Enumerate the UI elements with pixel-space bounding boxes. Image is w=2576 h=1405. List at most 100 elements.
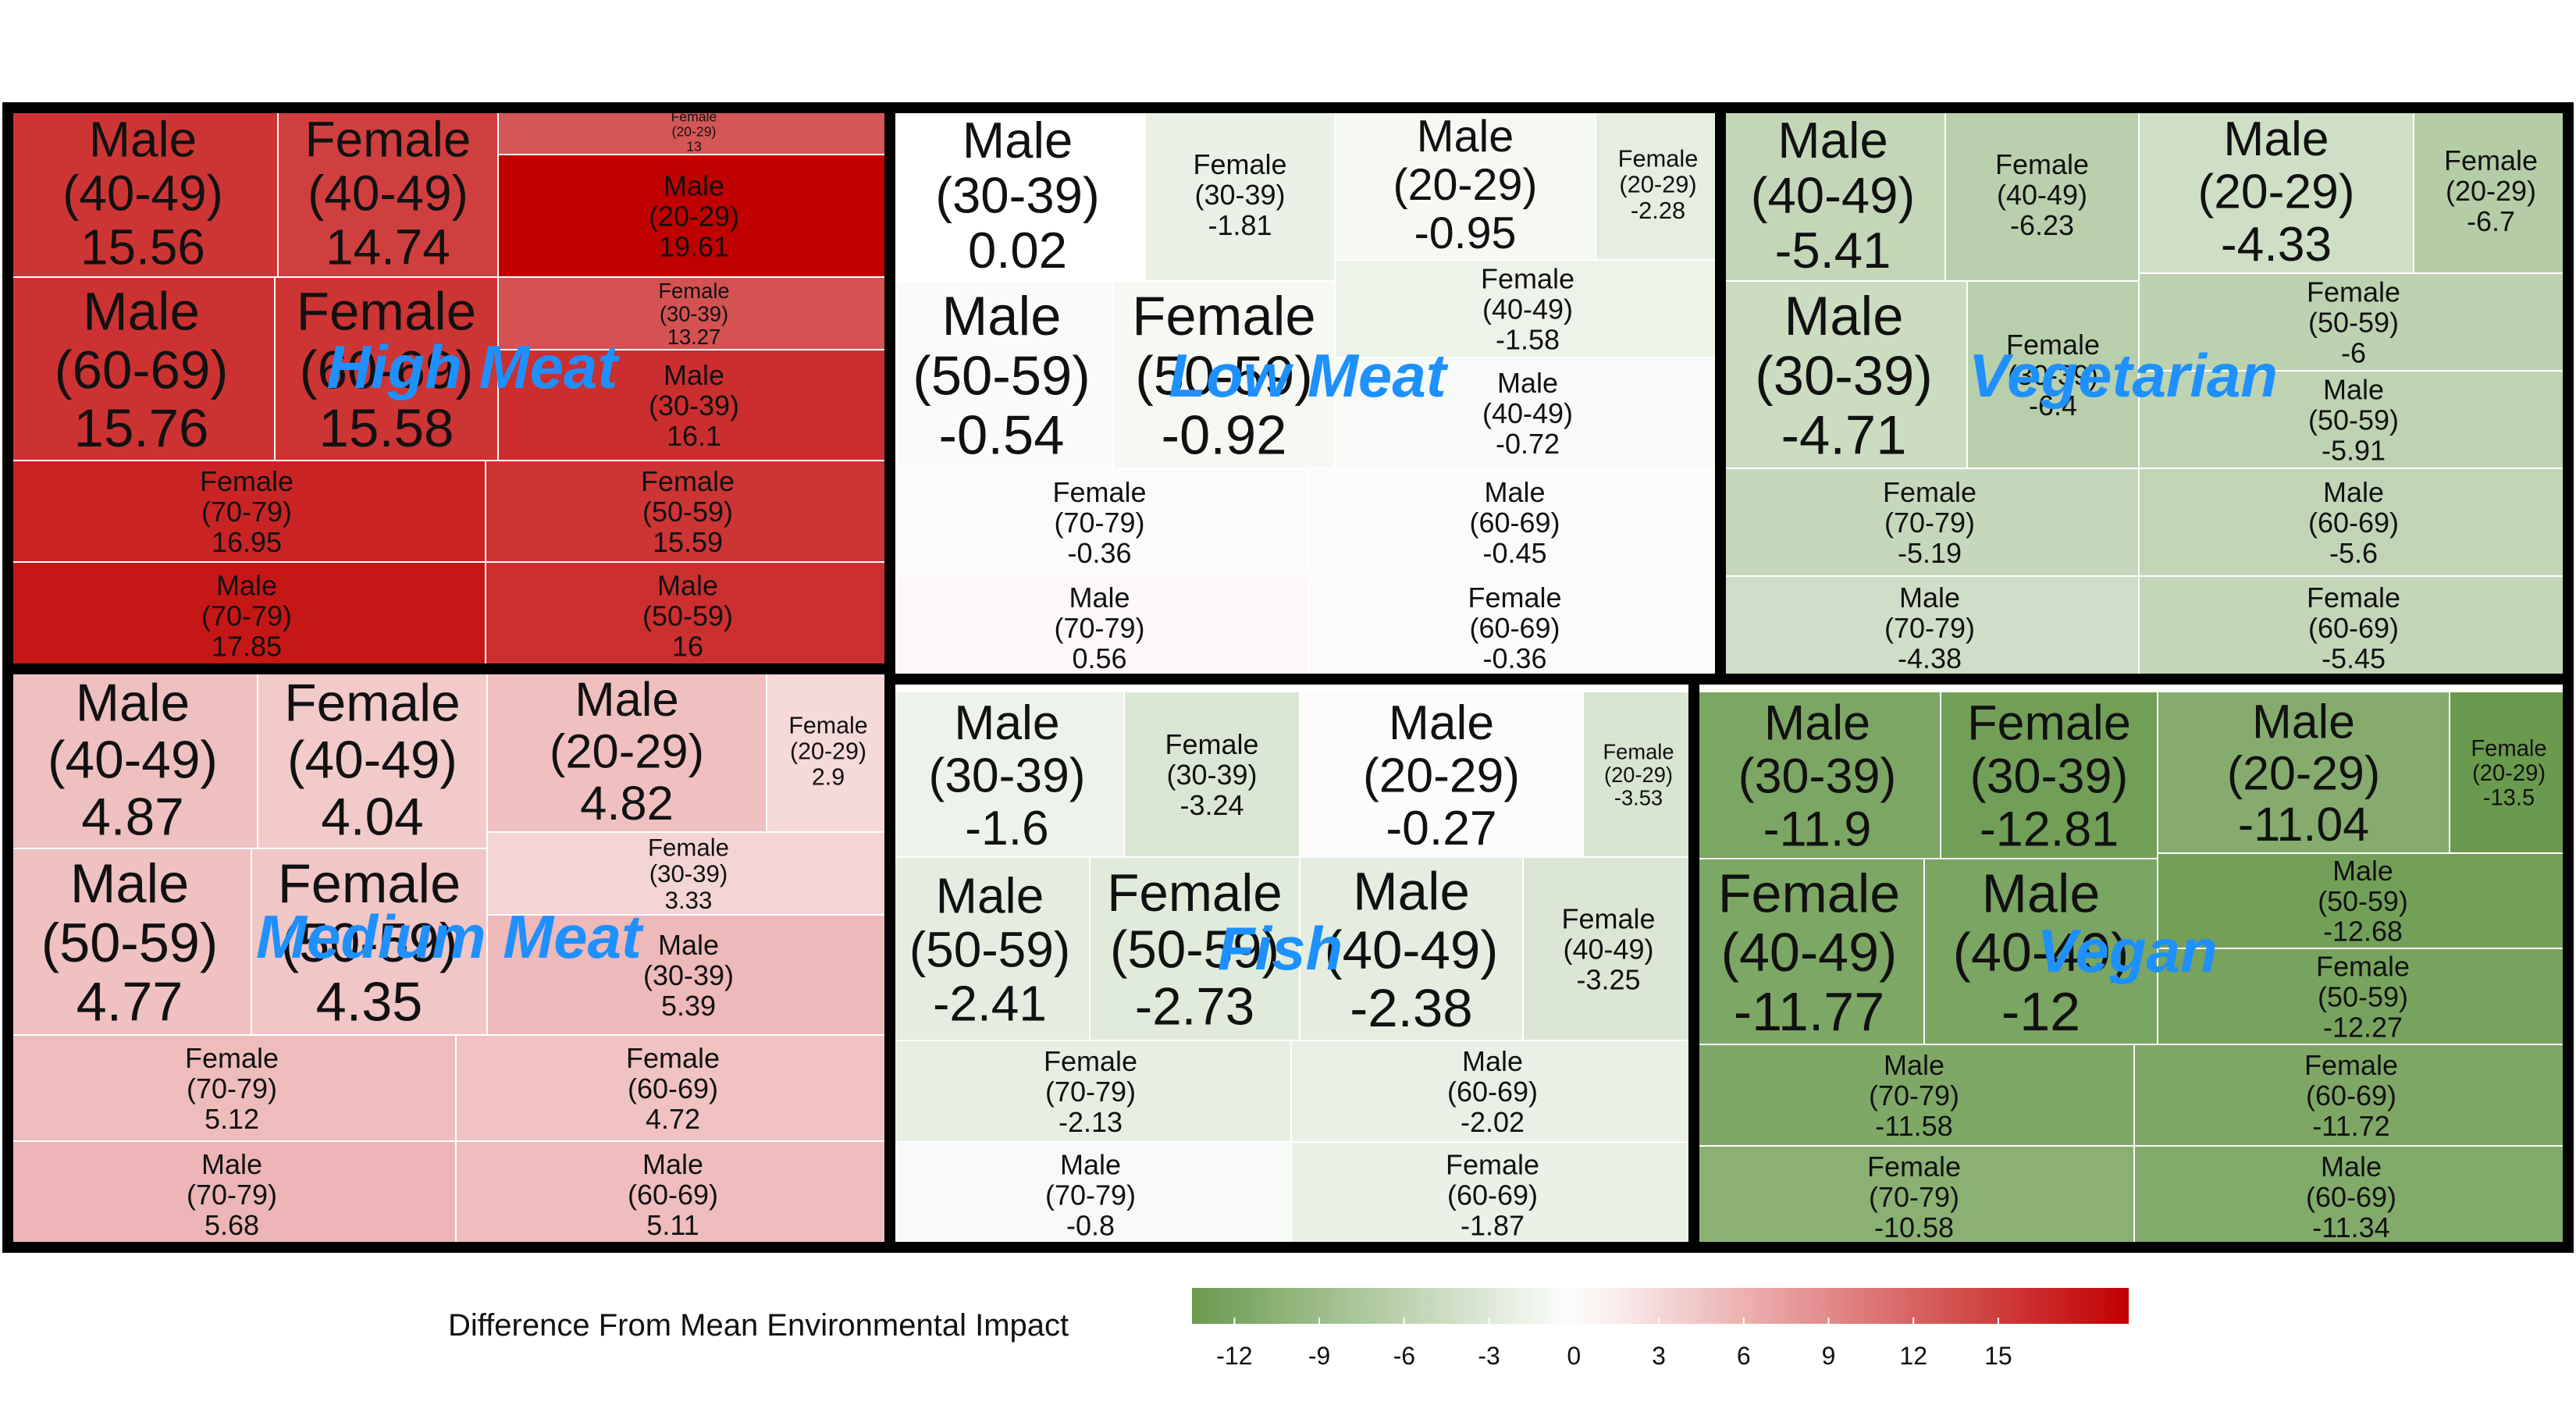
tile-male-20-29[interactable] xyxy=(2157,691,2450,854)
tile-female-20-29[interactable] xyxy=(766,668,891,833)
legend-color-bar xyxy=(1192,1288,2129,1324)
tile-male-50-59[interactable] xyxy=(485,561,891,670)
tile-label: Male xyxy=(954,696,1059,750)
tile-male-70-79[interactable] xyxy=(1693,1044,2135,1147)
tile-male-40-49[interactable] xyxy=(1720,107,1946,282)
tile-female-50-59[interactable] xyxy=(2157,948,2569,1045)
tile-label: (20-29) xyxy=(1604,763,1673,787)
tile-female-50-59[interactable] xyxy=(485,460,891,563)
tile-label: Female xyxy=(1481,263,1574,295)
tile-label: Male xyxy=(83,281,200,342)
tile-male-30-39[interactable] xyxy=(1720,280,1968,469)
tile-female-70-79[interactable] xyxy=(889,468,1310,577)
tile-label: (40-49) xyxy=(1563,933,1653,965)
tile-label: Male xyxy=(1417,112,1514,162)
tile-label: (50-59) xyxy=(642,496,733,528)
tile-male-40-49[interactable] xyxy=(1334,357,1721,469)
tile-male-70-79[interactable] xyxy=(7,561,486,670)
tile-female-30-39[interactable] xyxy=(1123,691,1300,858)
legend-tick-label: -12 xyxy=(1216,1342,1252,1370)
tile-label: 15.58 xyxy=(319,397,454,458)
tile-female-60-69[interactable] xyxy=(455,1034,891,1142)
tile-female-30-39[interactable] xyxy=(1966,280,2140,469)
tile-male-70-79[interactable] xyxy=(1720,575,2140,680)
tile-label: -5.6 xyxy=(2329,537,2378,569)
tile-label: Female xyxy=(2006,329,2100,361)
tile-female-60-69[interactable] xyxy=(2133,1044,2569,1147)
tile-label: Female xyxy=(1193,148,1286,180)
tile-male-30-39[interactable] xyxy=(486,914,891,1036)
tile-female-30-39[interactable] xyxy=(1144,107,1336,282)
tile-male-50-59[interactable] xyxy=(889,856,1091,1041)
tile-label: Female xyxy=(658,279,729,303)
tile-label: (70-79) xyxy=(1054,612,1144,644)
tile-female-60-69[interactable] xyxy=(1290,1141,1695,1248)
tile-male-30-39[interactable] xyxy=(889,691,1125,858)
tile-female-40-49[interactable] xyxy=(1334,259,1721,358)
tile-label: -5.19 xyxy=(1898,537,1962,569)
tile-label: Female xyxy=(1718,863,1900,924)
group-vegan: Male(30-39)-11.9Female(30-39)-12.81Male(… xyxy=(1688,674,2574,1253)
tile-female-70-79[interactable] xyxy=(889,1040,1292,1143)
tile-label: (50-59) xyxy=(909,922,1070,978)
tile-label: (20-29) xyxy=(1363,749,1520,802)
tile-label: Male xyxy=(1784,285,1903,347)
tile-male-40-49[interactable] xyxy=(1923,858,2158,1045)
tile-label: (40-49) xyxy=(1482,293,1573,325)
tile-label: (50-59) xyxy=(1135,344,1313,406)
tile-female-70-79[interactable] xyxy=(1693,1145,2135,1248)
tile-female-60-69[interactable] xyxy=(2138,575,2569,680)
tile-label: 5.68 xyxy=(205,1209,259,1241)
legend-tick-label: -3 xyxy=(1478,1342,1500,1370)
tile-male-40-49[interactable] xyxy=(7,668,258,849)
tile-label: (30-39) xyxy=(643,959,734,991)
tile-female-60-69[interactable] xyxy=(274,276,499,461)
tile-male-60-69[interactable] xyxy=(7,276,276,461)
tile-female-50-59[interactable] xyxy=(1089,856,1300,1041)
tile-male-30-39[interactable] xyxy=(1693,691,1941,859)
tile-label: Male xyxy=(89,112,197,168)
tile-female-70-79[interactable] xyxy=(7,1034,457,1142)
tile-male-30-39[interactable] xyxy=(889,107,1146,282)
tile-label: -3.25 xyxy=(1576,963,1640,995)
tile-female-20-29[interactable] xyxy=(1582,691,1695,858)
tile-female-50-59[interactable] xyxy=(251,848,488,1036)
tile-male-20-29[interactable] xyxy=(1334,107,1596,261)
tile-male-50-59[interactable] xyxy=(7,848,252,1036)
tile-label: Male xyxy=(575,673,678,727)
tile-label: -4.71 xyxy=(1781,404,1907,466)
tile-label: -1.81 xyxy=(1208,209,1272,241)
tile-female-50-59[interactable] xyxy=(2138,272,2569,372)
tile-label: 5.11 xyxy=(646,1209,699,1241)
tile-female-20-29[interactable] xyxy=(2413,107,2569,274)
tile-label: -0.45 xyxy=(1482,537,1546,569)
tile-male-60-69[interactable] xyxy=(2133,1145,2569,1248)
tile-label: -13.5 xyxy=(2483,786,2535,811)
tile-label: -1.87 xyxy=(1461,1209,1525,1241)
tile-male-20-29[interactable] xyxy=(486,668,767,833)
tile-male-60-69[interactable] xyxy=(2138,468,2569,577)
tile-male-30-39[interactable] xyxy=(497,349,891,461)
tile-male-20-29[interactable] xyxy=(497,154,891,278)
tile-female-20-29[interactable] xyxy=(2449,691,2569,854)
tile-label: Female xyxy=(1883,476,1976,508)
tile-male-70-79[interactable] xyxy=(889,575,1310,680)
tile-male-50-59[interactable] xyxy=(889,280,1114,469)
tile-female-40-49[interactable] xyxy=(1944,107,2140,282)
tile-female-30-39[interactable] xyxy=(497,276,891,350)
tile-female-50-59[interactable] xyxy=(1112,280,1336,469)
tile-label: 4.87 xyxy=(81,788,184,846)
tile-male-20-29[interactable] xyxy=(2138,107,2414,274)
tile-label: Female xyxy=(1107,864,1282,923)
tile-male-60-69[interactable] xyxy=(1308,468,1721,577)
tile-label: -6.23 xyxy=(2010,209,2074,241)
tile-female-70-79[interactable] xyxy=(1720,468,2140,577)
tile-label: -11.58 xyxy=(1875,1110,1952,1142)
legend-tick-label: 15 xyxy=(1984,1342,2012,1370)
tile-male-20-29[interactable] xyxy=(1299,691,1584,858)
tile-label: (60-69) xyxy=(55,339,229,400)
tile-label: (40-49) xyxy=(287,731,457,789)
tile-male-50-59[interactable] xyxy=(2138,370,2569,469)
tile-label: -0.8 xyxy=(1066,1209,1115,1241)
tile-female-30-39[interactable] xyxy=(486,831,891,916)
